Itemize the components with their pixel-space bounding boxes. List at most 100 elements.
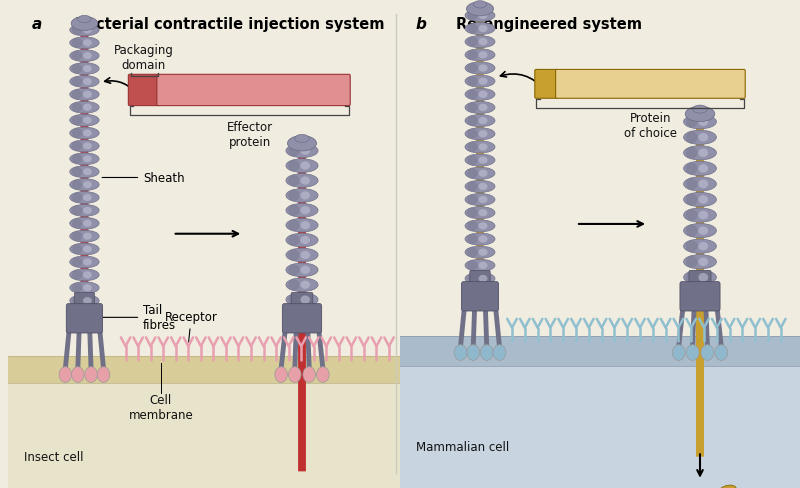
Ellipse shape [693, 106, 707, 114]
Ellipse shape [72, 90, 82, 100]
Ellipse shape [83, 220, 92, 227]
Ellipse shape [478, 65, 487, 72]
Ellipse shape [698, 118, 708, 127]
Ellipse shape [715, 485, 737, 488]
Ellipse shape [478, 249, 487, 256]
Ellipse shape [72, 270, 82, 280]
Ellipse shape [465, 207, 495, 219]
Ellipse shape [72, 258, 82, 267]
Ellipse shape [467, 156, 478, 165]
FancyBboxPatch shape [157, 75, 350, 106]
Ellipse shape [83, 66, 92, 73]
Ellipse shape [478, 118, 487, 125]
Ellipse shape [686, 210, 698, 222]
Ellipse shape [698, 196, 708, 204]
Ellipse shape [286, 248, 318, 262]
Ellipse shape [83, 298, 92, 305]
Ellipse shape [478, 183, 487, 191]
Ellipse shape [72, 232, 82, 242]
Circle shape [98, 367, 110, 383]
Ellipse shape [698, 149, 708, 158]
Ellipse shape [465, 115, 495, 127]
Ellipse shape [467, 11, 478, 21]
Text: Packaging
domain: Packaging domain [114, 44, 174, 72]
Ellipse shape [465, 233, 495, 245]
Ellipse shape [478, 52, 487, 60]
Ellipse shape [467, 274, 478, 284]
Ellipse shape [467, 222, 478, 231]
Ellipse shape [70, 295, 99, 307]
Ellipse shape [465, 168, 495, 180]
Ellipse shape [83, 143, 92, 150]
Ellipse shape [72, 284, 82, 293]
Ellipse shape [465, 155, 495, 167]
Ellipse shape [686, 163, 698, 175]
Ellipse shape [467, 117, 478, 126]
Ellipse shape [70, 25, 99, 37]
Ellipse shape [300, 281, 310, 289]
Ellipse shape [72, 181, 82, 190]
Text: Mammalian cell: Mammalian cell [416, 440, 510, 453]
FancyBboxPatch shape [74, 293, 94, 310]
Ellipse shape [465, 89, 495, 101]
Ellipse shape [465, 50, 495, 62]
Ellipse shape [465, 273, 495, 285]
Ellipse shape [300, 177, 310, 185]
Ellipse shape [686, 225, 698, 237]
Ellipse shape [72, 155, 82, 164]
Ellipse shape [83, 195, 92, 202]
Ellipse shape [683, 208, 717, 223]
Ellipse shape [286, 174, 318, 188]
Ellipse shape [83, 233, 92, 240]
Ellipse shape [478, 91, 487, 99]
Ellipse shape [72, 64, 82, 74]
Ellipse shape [70, 102, 99, 114]
Ellipse shape [478, 104, 487, 112]
Ellipse shape [478, 39, 487, 46]
Ellipse shape [686, 241, 698, 252]
Ellipse shape [287, 136, 317, 152]
Ellipse shape [467, 64, 478, 74]
Ellipse shape [686, 132, 698, 144]
Ellipse shape [70, 218, 99, 230]
Ellipse shape [286, 204, 318, 218]
Ellipse shape [698, 165, 708, 173]
Ellipse shape [70, 154, 99, 165]
FancyBboxPatch shape [476, 9, 484, 286]
Ellipse shape [83, 117, 92, 124]
Ellipse shape [83, 156, 92, 163]
Ellipse shape [683, 115, 717, 130]
Circle shape [275, 367, 287, 383]
Ellipse shape [286, 264, 318, 277]
Text: Protein
of choice: Protein of choice [624, 112, 677, 140]
Ellipse shape [465, 142, 495, 154]
Ellipse shape [288, 250, 299, 261]
Text: Effector
protein: Effector protein [227, 121, 274, 148]
Ellipse shape [70, 244, 99, 255]
Ellipse shape [465, 10, 495, 22]
Circle shape [303, 367, 315, 383]
FancyBboxPatch shape [298, 143, 306, 471]
Ellipse shape [478, 26, 487, 33]
FancyBboxPatch shape [291, 293, 313, 310]
Ellipse shape [83, 285, 92, 292]
Ellipse shape [474, 2, 486, 9]
Ellipse shape [478, 197, 487, 204]
Ellipse shape [698, 227, 708, 235]
Text: Insect cell: Insect cell [24, 450, 83, 463]
Text: Receptor: Receptor [165, 311, 218, 342]
Ellipse shape [70, 231, 99, 243]
Ellipse shape [465, 194, 495, 206]
FancyBboxPatch shape [400, 337, 800, 366]
Ellipse shape [698, 211, 708, 220]
Circle shape [317, 367, 329, 383]
Ellipse shape [686, 272, 698, 284]
Ellipse shape [288, 220, 299, 231]
Ellipse shape [698, 273, 708, 282]
Ellipse shape [465, 76, 495, 88]
Text: Tail
fibres: Tail fibres [102, 304, 176, 332]
Ellipse shape [478, 223, 487, 230]
Ellipse shape [683, 255, 717, 269]
FancyBboxPatch shape [689, 271, 711, 288]
Ellipse shape [465, 37, 495, 49]
